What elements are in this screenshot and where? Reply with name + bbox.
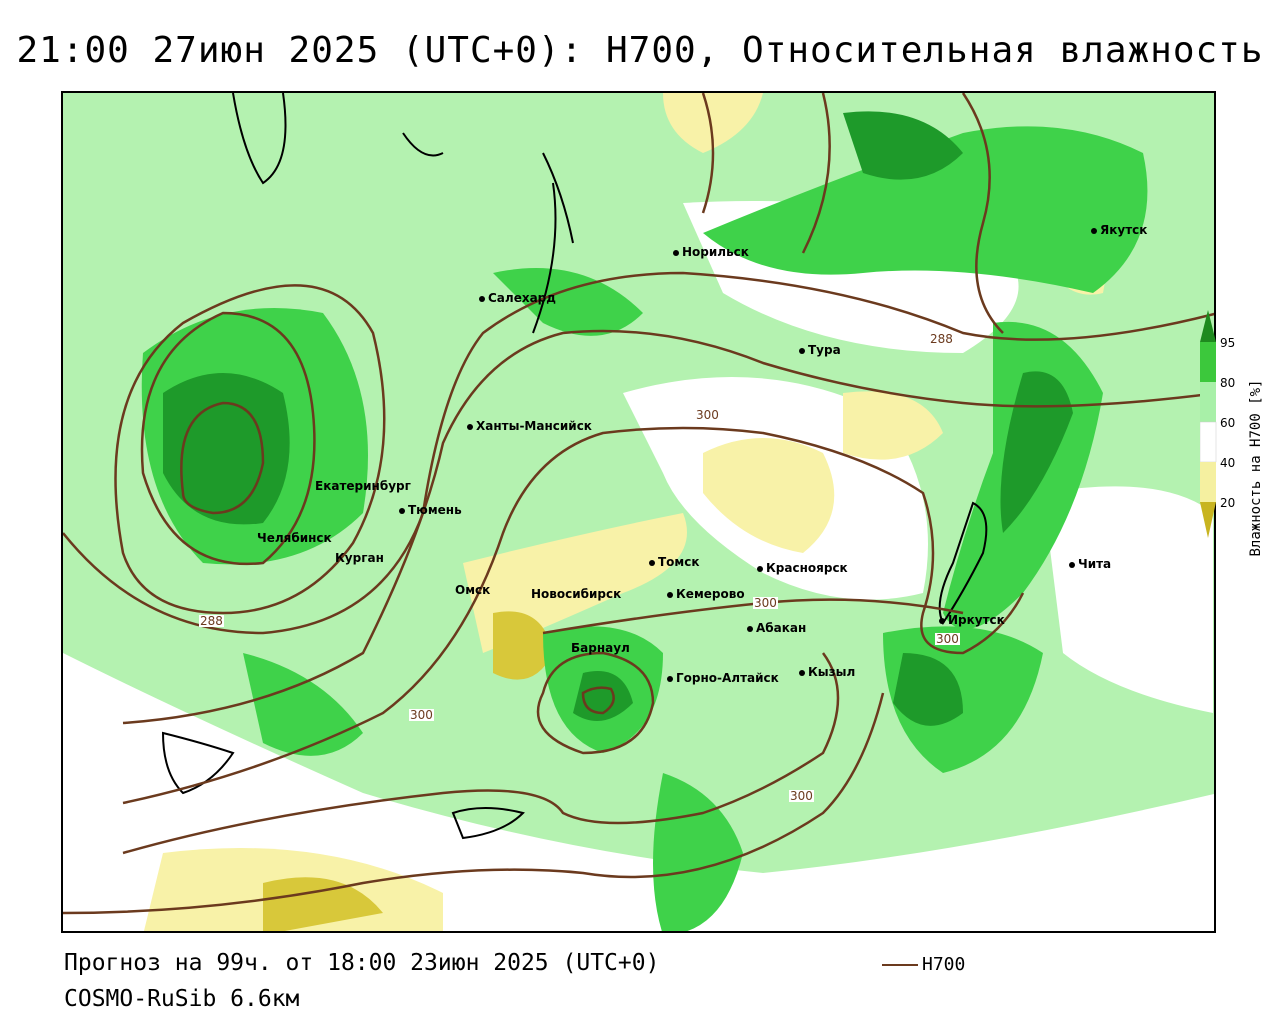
city-label: Салехард <box>488 291 556 305</box>
very-wet-north <box>843 111 963 180</box>
yellow-zone-5 <box>663 93 763 153</box>
city-kyzyl: Кызыл <box>799 665 855 679</box>
forecast-info: Прогноз на 99ч. от 18:00 23июн 2025 (UTC… <box>64 950 660 976</box>
wet-region-south-band <box>653 773 743 931</box>
city-label: Курган <box>335 551 384 565</box>
city-label: Тюмень <box>408 503 462 517</box>
model-name: COSMO-RuSib 6.6км <box>64 986 300 1012</box>
map-area: 288 300 288 300 300 300 300 Норильск Яку… <box>61 91 1216 933</box>
very-wet-east <box>1000 371 1073 533</box>
city-label: Горно-Алтайск <box>676 671 779 685</box>
city-chita: Чита <box>1069 557 1111 571</box>
h700-contours <box>63 93 1214 915</box>
legend-title-box: Влажность на H700 [%] <box>1246 350 1264 590</box>
city-kemerovo: Кемерово <box>667 587 745 601</box>
city-dot <box>1091 227 1097 234</box>
yellow-zone-1 <box>703 438 835 553</box>
dry-region-east <box>1043 486 1213 713</box>
contour-legend-label: H700 <box>922 954 966 975</box>
contour-label: 288 <box>929 332 954 346</box>
legend-tick: 40 <box>1220 456 1236 470</box>
wet-region-north-east <box>703 126 1148 293</box>
contour-label: 300 <box>409 708 434 722</box>
city-label: Екатеринбург <box>315 479 411 493</box>
city-tura: Тура <box>799 343 841 357</box>
city-label: Иркутск <box>948 613 1005 627</box>
city-dot <box>939 617 945 624</box>
city-abakan: Абакан <box>747 621 806 635</box>
city-yakutsk: Якутск <box>1091 223 1147 237</box>
city-omsk: Омск <box>455 583 490 597</box>
contour-label: 300 <box>753 596 778 610</box>
city-label: Норильск <box>682 245 749 259</box>
city-novosibirsk: Новосибирск <box>531 587 621 601</box>
legend-tick: 80 <box>1220 376 1236 390</box>
city-barnaul: Барнаул <box>571 641 630 655</box>
city-dot <box>799 669 805 676</box>
contour-label: 300 <box>695 408 720 422</box>
city-dot <box>673 249 679 256</box>
wet-region-salekhard <box>493 268 643 336</box>
contour-swatch <box>882 964 918 966</box>
legend-tick: 95 <box>1220 336 1236 350</box>
city-tomsk: Томск <box>649 555 700 569</box>
city-label: Абакан <box>756 621 807 635</box>
legend-tick: 20 <box>1220 496 1236 510</box>
yellow-dark-zone-1 <box>493 611 553 680</box>
wet-region-sw <box>243 653 363 756</box>
map-title: 21:00 27июн 2025 (UTC+0): H700, Относите… <box>16 30 1264 71</box>
baikal-outline <box>938 501 988 625</box>
balkhash-outline <box>451 807 525 840</box>
color-legend: 95 80 60 40 20 <box>1200 310 1280 550</box>
city-chelyabinsk: Челябинск <box>257 531 332 545</box>
city-label: Якутск <box>1100 223 1148 237</box>
city-dot <box>667 591 673 598</box>
city-dot <box>757 565 763 572</box>
city-label: Ханты-Мансийск <box>476 419 592 433</box>
city-label: Кызыл <box>808 665 856 679</box>
city-label: Кемерово <box>676 587 745 601</box>
city-dot <box>667 675 673 682</box>
yellow-zone-3 <box>843 391 943 460</box>
contour-label: 300 <box>935 632 960 646</box>
city-salekhard: Салехард <box>479 291 556 305</box>
city-label: Барнаул <box>571 641 630 655</box>
city-krasnoyarsk: Красноярск <box>757 561 848 575</box>
yellow-dark-zone-south <box>263 877 383 931</box>
city-label: Томск <box>658 555 700 569</box>
city-irkutsk: Иркутск <box>939 613 1005 627</box>
city-label: Челябинск <box>257 531 332 545</box>
caspian-outline <box>161 731 235 795</box>
city-dot <box>467 423 473 430</box>
city-khanty-mansiysk: Ханты-Мансийск <box>467 419 592 433</box>
arctic-coastline <box>232 93 574 334</box>
legend-tick: 60 <box>1220 416 1236 430</box>
city-dot <box>479 295 485 302</box>
contour-legend: H700 <box>882 954 965 975</box>
city-label: Омск <box>455 583 491 597</box>
city-label: Красноярск <box>766 561 848 575</box>
legend-title: Влажность на H700 [%] <box>1248 379 1264 557</box>
humidity-field <box>63 93 1214 931</box>
city-dot <box>399 507 405 514</box>
city-tyumen: Тюмень <box>399 503 462 517</box>
legend-colorbar <box>1200 310 1217 538</box>
city-ekaterinburg: Екатеринбург <box>315 479 411 493</box>
city-gorno-altaysk: Горно-Алтайск <box>667 671 779 685</box>
city-dot <box>799 347 805 354</box>
contour-label: 300 <box>789 789 814 803</box>
city-norilsk: Норильск <box>673 245 749 259</box>
city-label: Чита <box>1078 557 1112 571</box>
city-dot <box>1069 561 1075 568</box>
contour-label: 288 <box>199 614 224 628</box>
very-wet-baikal <box>893 653 963 726</box>
city-kurgan: Курган <box>335 551 384 565</box>
city-label: Тура <box>808 343 841 357</box>
very-wet-west <box>163 373 290 525</box>
city-dot <box>747 625 753 632</box>
city-dot <box>649 559 655 566</box>
city-label: Новосибирск <box>531 587 622 601</box>
